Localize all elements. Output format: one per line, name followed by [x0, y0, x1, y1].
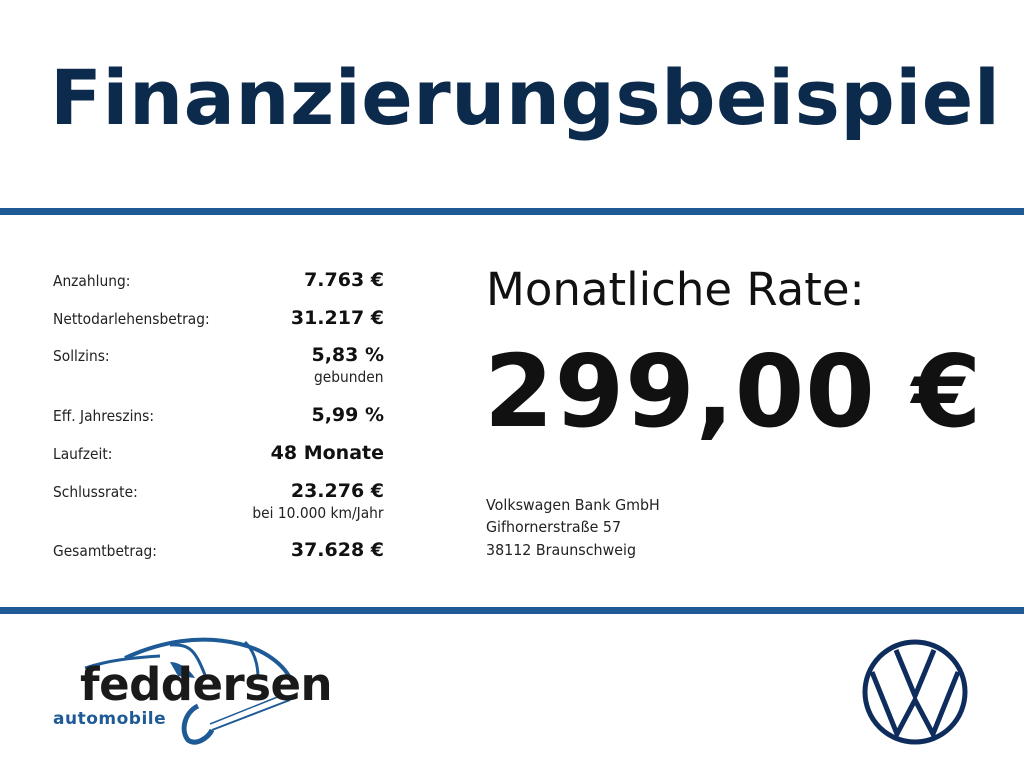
- monthly-rate-label: Monatliche Rate:: [486, 263, 865, 316]
- detail-note: gebunden: [314, 368, 384, 386]
- divider-top: [0, 208, 1024, 215]
- address-line: Gifhornerstraße 57: [486, 518, 622, 536]
- detail-value: 31.217 €: [290, 307, 384, 329]
- detail-value: 48 Monate: [270, 442, 384, 464]
- detail-label: Laufzeit:: [53, 445, 113, 463]
- dealer-logo-tagline: automobile: [53, 709, 167, 729]
- vw-logo-icon: [862, 639, 968, 745]
- car-swoosh-icon: [84, 637, 294, 745]
- detail-label: Nettodarlehensbetrag:: [53, 310, 210, 328]
- detail-value: 5,99 %: [311, 404, 384, 426]
- detail-label: Eff. Jahreszins:: [53, 407, 154, 425]
- detail-label: Schlussrate:: [53, 483, 138, 501]
- monthly-rate-value: 299,00 €: [484, 333, 983, 450]
- divider-bottom: [0, 607, 1024, 614]
- detail-label: Anzahlung:: [53, 272, 131, 290]
- page-title: Finanzierungsbeispiel: [50, 53, 1001, 142]
- address-line: 38112 Braunschweig: [486, 541, 637, 559]
- dealer-logo-name: feddersen: [80, 658, 333, 711]
- detail-value: 7.763 €: [304, 269, 384, 291]
- address-line: Volkswagen Bank GmbH: [486, 496, 660, 514]
- detail-label: Sollzins:: [53, 347, 110, 365]
- detail-value: 23.276 €: [290, 480, 384, 502]
- detail-label: Gesamtbetrag:: [53, 542, 157, 560]
- detail-value: 5,83 %: [311, 344, 384, 366]
- detail-note: bei 10.000 km/Jahr: [252, 504, 384, 522]
- detail-value: 37.628 €: [290, 539, 384, 561]
